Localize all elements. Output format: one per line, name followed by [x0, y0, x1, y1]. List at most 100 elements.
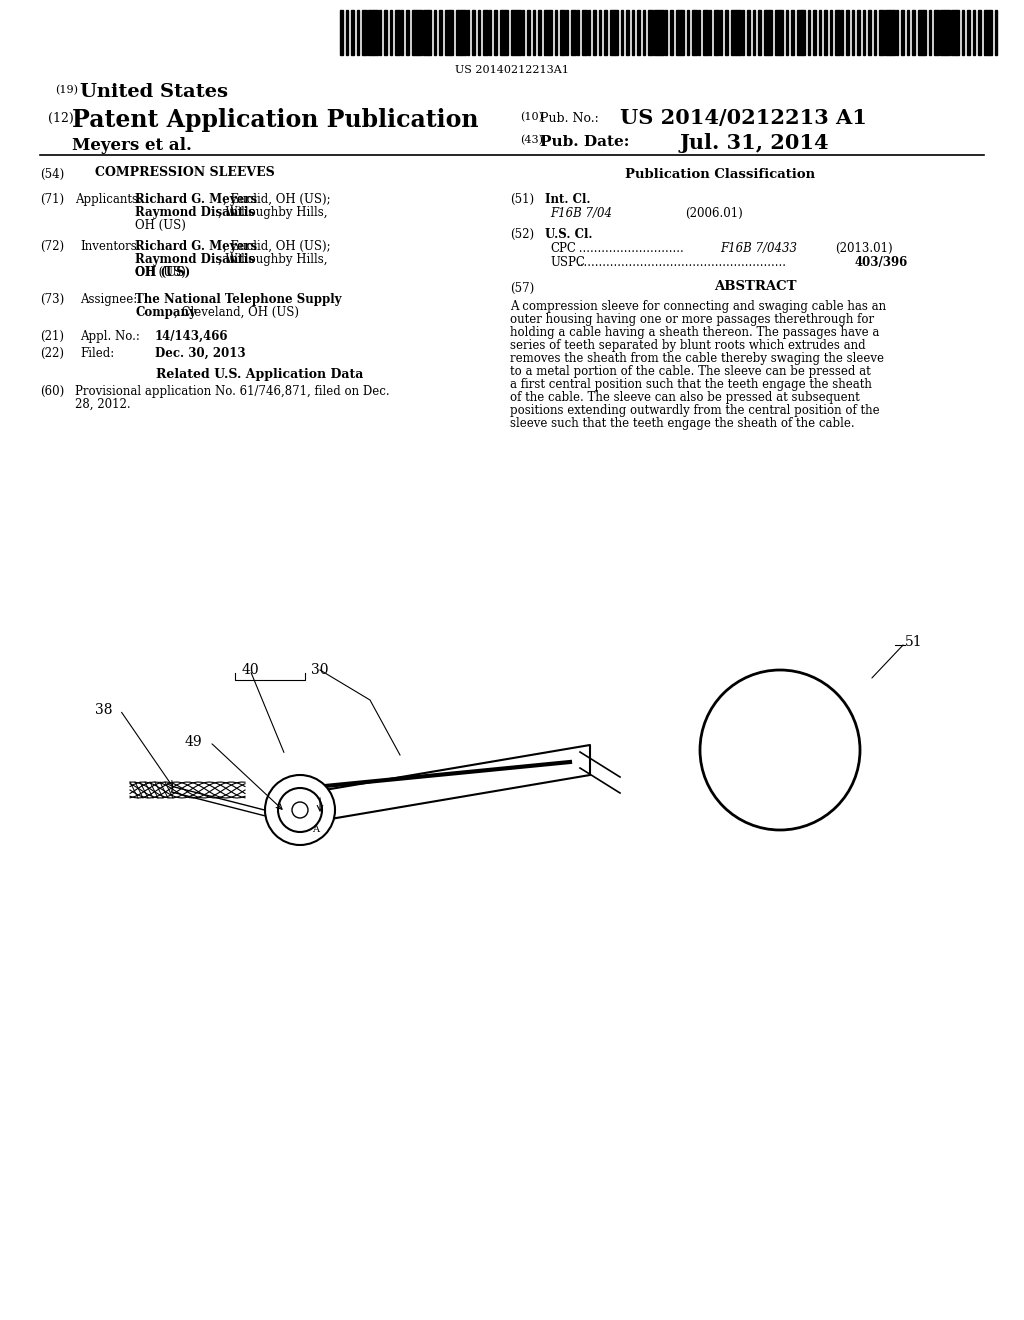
- Bar: [500, 11, 505, 55]
- Bar: [565, 11, 568, 55]
- Bar: [433, 11, 436, 55]
- Bar: [901, 11, 903, 55]
- Text: COMPRESSION SLEEVES: COMPRESSION SLEEVES: [95, 166, 274, 180]
- Text: ........................................................: ........................................…: [577, 256, 787, 269]
- Bar: [929, 11, 931, 55]
- Text: Richard G. Meyers: Richard G. Meyers: [135, 240, 257, 253]
- Bar: [527, 11, 529, 55]
- Bar: [862, 11, 865, 55]
- Text: (51): (51): [510, 193, 535, 206]
- Bar: [797, 11, 802, 55]
- Bar: [412, 11, 417, 55]
- Text: positions extending outwardly from the central position of the: positions extending outwardly from the c…: [510, 404, 880, 417]
- Bar: [753, 11, 755, 55]
- Bar: [692, 11, 697, 55]
- Bar: [483, 11, 488, 55]
- Bar: [791, 11, 794, 55]
- Bar: [676, 11, 681, 55]
- Bar: [774, 11, 779, 55]
- Bar: [648, 11, 653, 55]
- Bar: [456, 11, 461, 55]
- Bar: [544, 11, 549, 55]
- Bar: [588, 11, 590, 55]
- Bar: [406, 11, 409, 55]
- Bar: [835, 11, 840, 55]
- Text: (52): (52): [510, 228, 535, 242]
- Text: Jul. 31, 2014: Jul. 31, 2014: [680, 133, 829, 153]
- Text: a first central position such that the teeth engage the sheath: a first central position such that the t…: [510, 378, 871, 391]
- Bar: [906, 11, 909, 55]
- Text: US 20140212213A1: US 20140212213A1: [455, 65, 569, 75]
- Text: to a metal portion of the cable. The sleeve can be pressed at: to a metal portion of the cable. The sle…: [510, 366, 870, 378]
- Text: (54): (54): [40, 168, 65, 181]
- Text: series of teeth separated by blunt roots which extrudes and: series of teeth separated by blunt roots…: [510, 339, 865, 352]
- Text: OH (US): OH (US): [135, 267, 186, 279]
- Polygon shape: [295, 744, 590, 825]
- Text: , Willoughby Hills,: , Willoughby Hills,: [218, 253, 328, 267]
- Text: (72): (72): [40, 240, 65, 253]
- Bar: [555, 11, 557, 55]
- Bar: [824, 11, 826, 55]
- Text: (60): (60): [40, 385, 65, 399]
- Text: 51: 51: [905, 635, 923, 649]
- Bar: [912, 11, 914, 55]
- Text: Dec. 30, 2013: Dec. 30, 2013: [155, 347, 246, 360]
- Bar: [720, 11, 722, 55]
- Bar: [764, 11, 768, 55]
- Bar: [879, 11, 884, 55]
- Bar: [852, 11, 854, 55]
- Bar: [577, 11, 579, 55]
- Bar: [384, 11, 386, 55]
- Bar: [725, 11, 727, 55]
- Text: United States: United States: [80, 83, 228, 102]
- Circle shape: [278, 788, 322, 832]
- Bar: [769, 11, 771, 55]
- Bar: [841, 11, 843, 55]
- Text: (19): (19): [55, 84, 78, 95]
- Text: Pub. No.:: Pub. No.:: [540, 112, 599, 125]
- Bar: [983, 11, 988, 55]
- Bar: [950, 11, 955, 55]
- Bar: [609, 11, 614, 55]
- Text: US 2014/0212213 A1: US 2014/0212213 A1: [620, 108, 867, 128]
- Bar: [846, 11, 849, 55]
- Text: (73): (73): [40, 293, 65, 306]
- Bar: [703, 11, 708, 55]
- Text: Raymond Disantis: Raymond Disantis: [135, 206, 255, 219]
- Text: U.S. Cl.: U.S. Cl.: [545, 228, 593, 242]
- Text: Applicants:: Applicants:: [75, 193, 142, 206]
- Text: , Euclid, OH (US);: , Euclid, OH (US);: [223, 240, 331, 253]
- Text: 38: 38: [95, 704, 113, 717]
- Bar: [356, 11, 359, 55]
- Text: Assignee:: Assignee:: [80, 293, 137, 306]
- Text: Related U.S. Application Data: Related U.S. Application Data: [157, 368, 364, 381]
- Text: 30: 30: [311, 663, 329, 677]
- Text: (2006.01): (2006.01): [685, 207, 742, 220]
- Bar: [890, 11, 895, 55]
- Text: OH (US): OH (US): [135, 219, 186, 232]
- Text: (12): (12): [48, 112, 74, 125]
- Polygon shape: [580, 752, 620, 793]
- Bar: [400, 11, 403, 55]
- Bar: [956, 11, 958, 55]
- Text: ............................: ............................: [575, 242, 684, 255]
- Bar: [632, 11, 634, 55]
- Bar: [417, 11, 422, 55]
- Bar: [962, 11, 964, 55]
- Bar: [423, 11, 427, 55]
- Text: OH (US): OH (US): [135, 267, 190, 279]
- Bar: [978, 11, 981, 55]
- Bar: [681, 11, 683, 55]
- Bar: [379, 11, 381, 55]
- Bar: [659, 11, 664, 55]
- Text: (22): (22): [40, 347, 63, 360]
- Bar: [511, 11, 515, 55]
- Bar: [973, 11, 975, 55]
- Bar: [994, 11, 997, 55]
- Text: outer housing having one or more passages therethrough for: outer housing having one or more passage…: [510, 313, 874, 326]
- Bar: [488, 11, 490, 55]
- Bar: [934, 11, 939, 55]
- Bar: [450, 11, 453, 55]
- Text: USPC: USPC: [550, 256, 585, 269]
- Text: , Euclid, OH (US);: , Euclid, OH (US);: [223, 193, 331, 206]
